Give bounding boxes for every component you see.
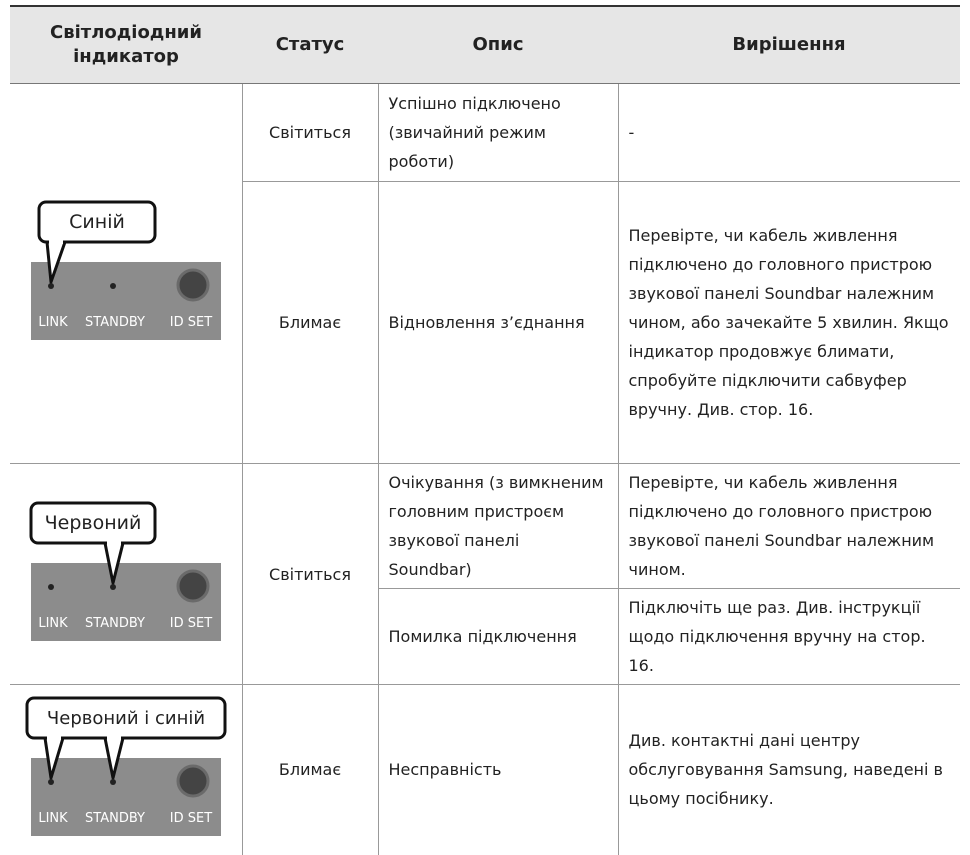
indicator-cell: Червоний і синій LINK STANDBY ID SET bbox=[10, 684, 243, 855]
description-cell: Помилка підключення bbox=[377, 588, 619, 685]
panel-label: LINK bbox=[38, 315, 68, 330]
button bbox=[176, 764, 210, 798]
indicator-label: Синій bbox=[69, 211, 125, 233]
panel-label: STANDBY bbox=[85, 616, 145, 631]
indicator-cell: Червоний LINK STANDBY ID SET bbox=[10, 463, 243, 685]
button bbox=[176, 569, 210, 602]
solution-cell: Див. контактні дані центру обслуговуванн… bbox=[617, 684, 960, 855]
header-cell: Статус bbox=[242, 5, 378, 84]
panel-label: ID SET bbox=[170, 315, 212, 330]
panel-label: ID SET bbox=[170, 811, 212, 826]
description-cell: Відновлення з’єднання bbox=[377, 181, 619, 464]
solution-cell: Перевірте, чи кабель живлення підключено… bbox=[617, 463, 960, 589]
description-cell: Успішно підключено (звичайний режим робо… bbox=[377, 83, 619, 182]
row: Червоний LINK STANDBY ID SET Світиться О… bbox=[10, 463, 960, 685]
indicator-graphic: Червоний і синій LINK STANDBY ID SET bbox=[25, 696, 227, 837]
page: Світлодіодний індикатор Статус Опис Вирі… bbox=[10, 5, 960, 855]
indicator-graphic: Червоний LINK STANDBY ID SET bbox=[29, 501, 221, 641]
bubble bbox=[25, 696, 227, 740]
bubble bbox=[29, 501, 157, 544]
led-table: Світлодіодний індикатор Статус Опис Вирі… bbox=[10, 5, 960, 855]
indicator-graphic: Синій LINK STANDBY ID SET bbox=[30, 200, 221, 340]
solution-cell: - bbox=[617, 83, 960, 182]
panel-label: STANDBY bbox=[85, 811, 145, 826]
header-cell: Вирішення bbox=[618, 5, 960, 84]
led-dot bbox=[47, 583, 54, 590]
row: Синій LINK STANDBY ID SET Світиться Успі… bbox=[10, 83, 960, 464]
led-dot bbox=[47, 779, 54, 786]
row: Блимає Відновлення з’єднання Перевірте, … bbox=[10, 181, 960, 464]
solution-cell: Перевірте, чи кабель живлення підключено… bbox=[617, 181, 960, 464]
bubble bbox=[37, 200, 157, 244]
status-cell: Світиться bbox=[241, 83, 379, 182]
indicator-cell: Синій LINK STANDBY ID SET bbox=[10, 83, 243, 464]
solution-cell: Підключіть ще раз. Див. інструкції щодо … bbox=[617, 588, 960, 685]
led-dot bbox=[109, 283, 116, 289]
indicator-label: Червоний і синій bbox=[47, 708, 205, 729]
header-cell: Світлодіодний індикатор bbox=[10, 5, 242, 84]
row: Червоний і синій LINK STANDBY ID SET Бли… bbox=[10, 684, 960, 855]
led-dot bbox=[109, 583, 116, 590]
status-cell: Світиться bbox=[241, 463, 379, 685]
status-cell: Блимає bbox=[241, 181, 379, 464]
description-cell: Очікування (з вимкненим головним пристро… bbox=[377, 463, 619, 589]
panel-label: ID SET bbox=[170, 616, 212, 631]
header-row: Світлодіодний індикатор Статус Опис Вирі… bbox=[10, 5, 960, 84]
panel-label: LINK bbox=[38, 616, 68, 631]
led-dot bbox=[109, 779, 116, 786]
header-cell: Опис bbox=[378, 5, 618, 84]
panel-label: LINK bbox=[38, 811, 68, 826]
status-cell: Блимає bbox=[241, 684, 379, 855]
panel-label: STANDBY bbox=[85, 315, 145, 330]
led-dot bbox=[47, 283, 54, 289]
description-cell: Несправність bbox=[377, 684, 619, 855]
button bbox=[176, 268, 210, 302]
indicator-label: Червоний bbox=[44, 512, 141, 534]
